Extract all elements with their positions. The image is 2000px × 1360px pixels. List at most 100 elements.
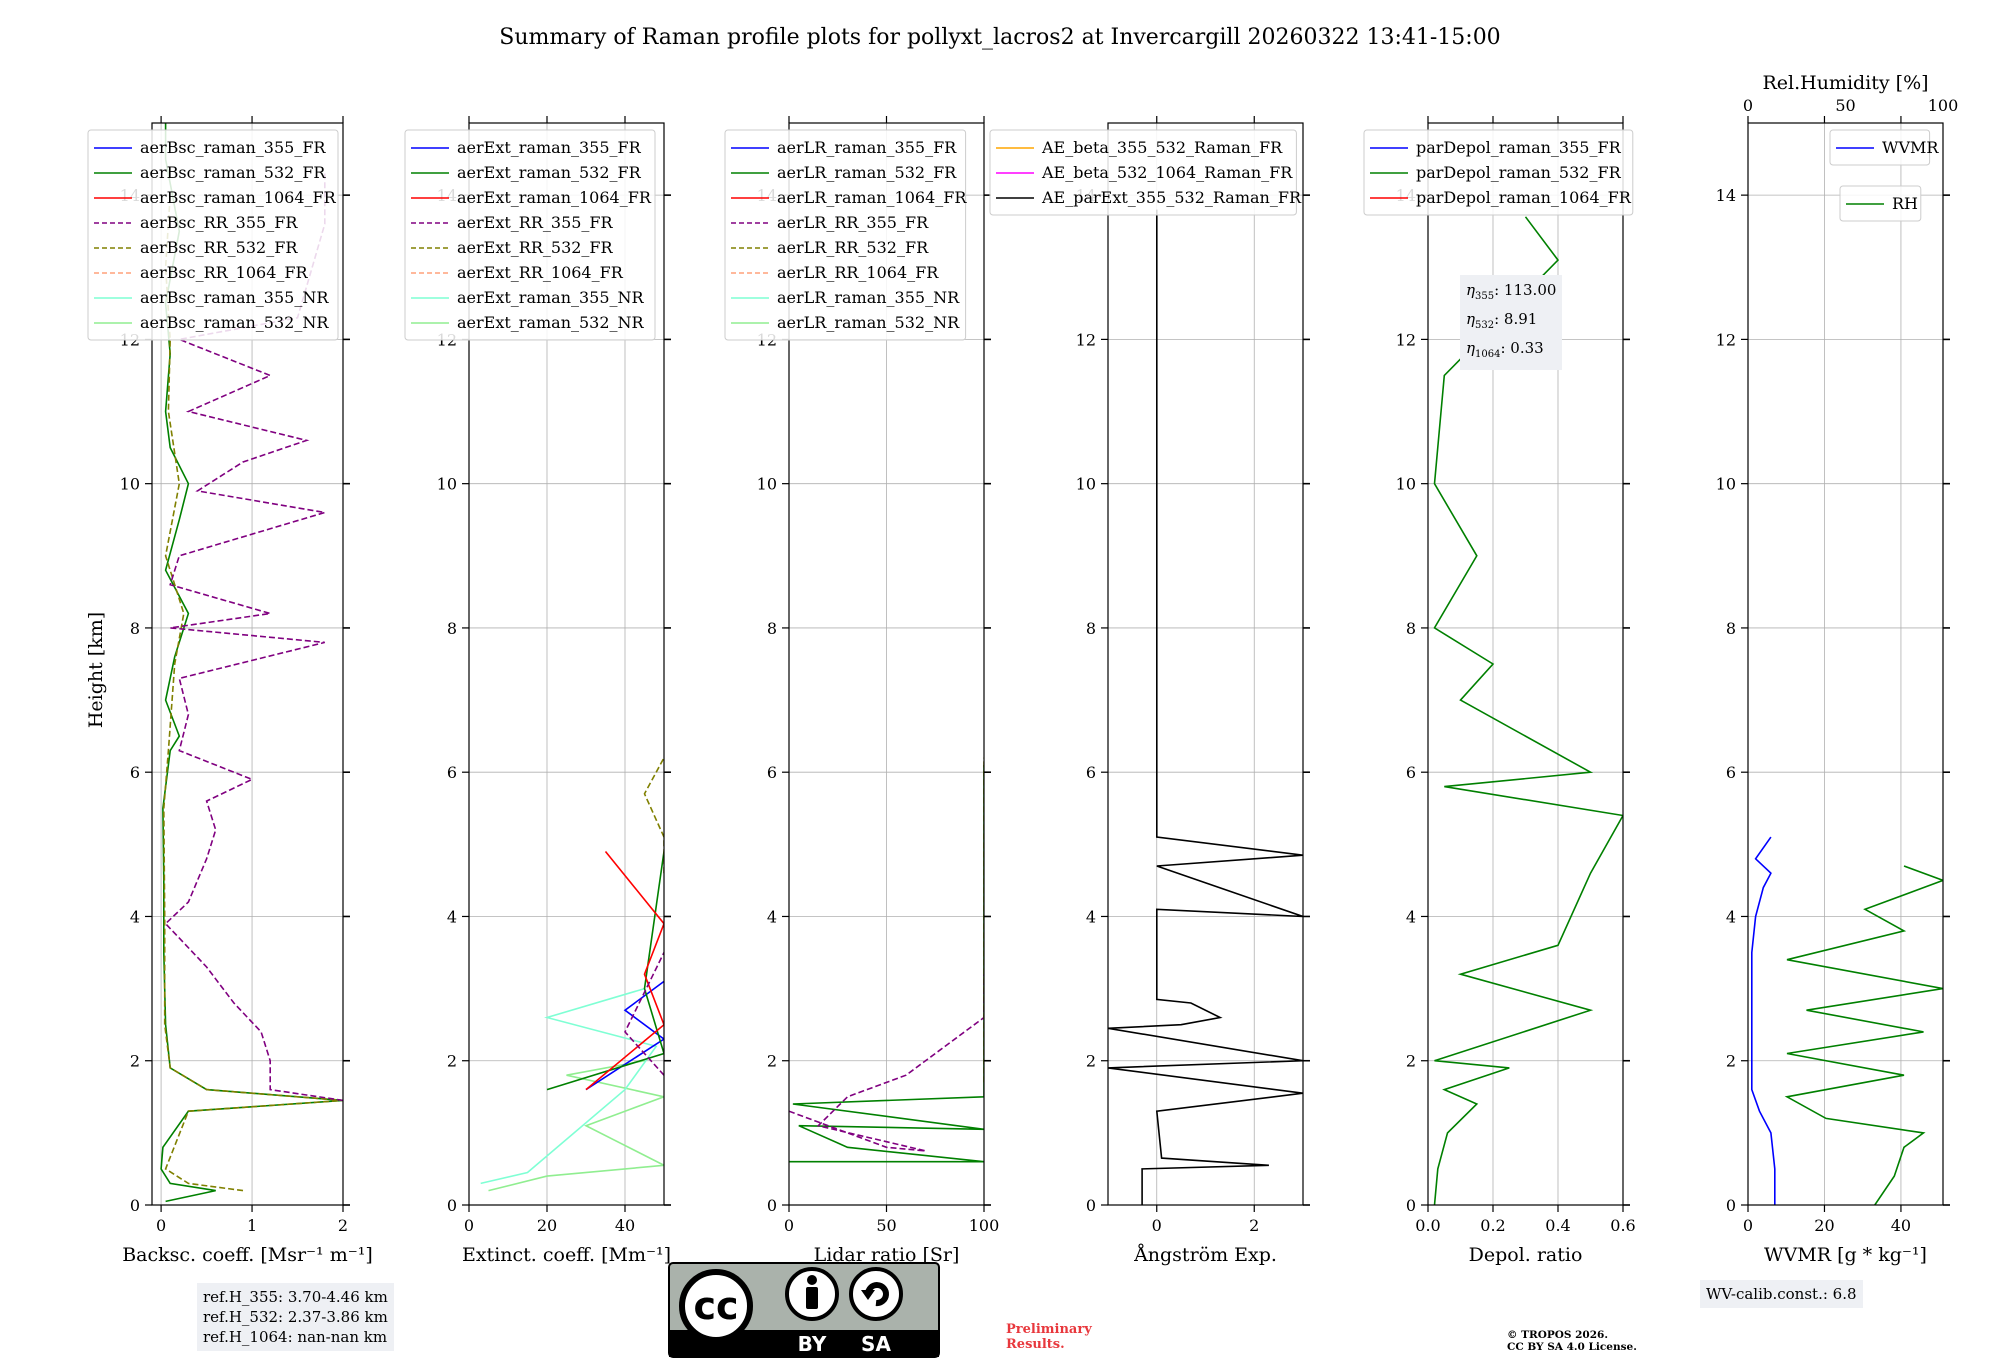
panel-frame [1107,122,1304,1206]
series-line-aerExt_RR_355_FR [624,952,664,1076]
y-tick-label: 4 [1406,907,1416,926]
extinction-legend-label: aerExt_RR_1064_FR [457,263,624,282]
depolarization-legend-label: parDepol_raman_355_FR [1416,138,1622,157]
y-tick-label: 4 [1726,907,1736,926]
lidar-ratio-legend-label: aerLR_RR_355_FR [777,213,929,232]
extinction-legend-label: aerExt_raman_1064_FR [457,188,652,207]
y-tick-label: 6 [130,763,140,782]
x-tick-label: 2 [338,1216,348,1235]
x-tick-label: 40 [1891,1216,1911,1235]
y-axis-label: Height [km] [85,612,107,728]
sa-share-alike-icon [849,1267,903,1321]
depolarization-legend-label: parDepol_raman_1064_FR [1416,188,1632,207]
x-tick-label: 0.4 [1545,1216,1570,1235]
backscatter-legend-label: aerBsc_RR_1064_FR [140,263,309,282]
y-tick-label: 0 [767,1196,777,1215]
y-tick-label: 10 [757,475,777,494]
y-tick-label: 0 [1086,1196,1096,1215]
wvmr-legend-box [1829,129,1931,166]
y-tick-label: 8 [1086,619,1096,638]
y-tick-label: 4 [130,907,140,926]
y-tick-label: 2 [1086,1052,1096,1071]
y-tick-label: 8 [447,619,457,638]
y-tick-label: 6 [1406,763,1416,782]
x-tick-label: 20 [537,1216,557,1235]
x-tick-label: 0.6 [1610,1216,1635,1235]
x-axis-label: WVMR [g * kg⁻¹] [1764,1244,1927,1266]
series-line-aerLR_RR_355_FR [789,974,984,1152]
top-tick-label: 100 [1928,96,1959,115]
lidar-ratio-legend-label: aerLR_raman_1064_FR [777,188,967,207]
backscatter-legend-box [87,129,339,341]
x-tick-label: 0.0 [1415,1216,1440,1235]
extinction-legend-label: aerExt_raman_532_FR [457,163,642,182]
angstrom-legend-label: AE_parExt_355_532_Raman_FR [1041,188,1302,207]
series-line-aerBsc_RR_355_FR [164,173,343,1102]
figure-title: Summary of Raman profile plots for polly… [499,25,1500,50]
x-tick-label: 0 [464,1216,474,1235]
extinction-legend-label: aerExt_RR_355_FR [457,213,614,232]
backscatter-legend-label: aerBsc_raman_355_FR [140,138,326,157]
top-axis-label: Rel.Humidity [%] [1762,72,1928,94]
y-tick-label: 2 [767,1052,777,1071]
backscatter-legend-label: aerBsc_RR_355_FR [140,213,298,232]
panel-lidar-ratio: 02468101214050100Lidar ratio [Sr]aerLR_r… [724,116,999,1266]
top-tick-label: 50 [1835,96,1855,115]
y-tick-label: 8 [130,619,140,638]
series-line-RH [1784,865,1943,1205]
y-tick-label: 12 [1076,330,1096,349]
x-tick-label: 0 [1743,1216,1753,1235]
top-tick-label: 0 [1743,96,1753,115]
x-tick-label: 20 [1814,1216,1834,1235]
extinction-legend-label: aerExt_RR_532_FR [457,238,614,257]
by-person-body [806,1287,818,1309]
y-tick-label: 2 [1726,1052,1736,1071]
panel-frame [788,122,985,1206]
y-tick-label: 6 [767,763,777,782]
backscatter-legend-label: aerBsc_raman_355_NR [140,288,329,307]
extinction-legend-label: aerExt_raman_355_FR [457,138,642,157]
x-tick-label: 2 [1249,1216,1259,1235]
y-tick-label: 12 [1396,330,1416,349]
eta-355: η355: 113.00 [1466,281,1557,302]
series-line-aerExt_raman_532_FR [546,851,664,1091]
y-tick-label: 4 [767,907,777,926]
x-axis-label: Ångström Exp. [1133,1244,1277,1266]
backscatter-legend-label: aerBsc_raman_532_FR [140,163,326,182]
cc-circle-icon [679,1269,753,1343]
cc-by-label: BY [798,1332,827,1356]
angstrom-legend-box [989,129,1297,216]
y-tick-label: 10 [1076,475,1096,494]
wvmr-legend-label: WVMR [1882,138,1939,157]
series-line-aerLR_raman_532_FR [789,765,984,1163]
x-axis-label: Backsc. coeff. [Msr⁻¹ m⁻¹] [122,1244,373,1266]
copyright-note: © TROPOS 2026. CC BY SA 4.0 License. [1507,1329,1637,1353]
backscatter-legend-label: aerBsc_RR_532_FR [140,238,298,257]
y-tick-label: 12 [1716,330,1736,349]
sa-arrow-icon [865,1282,889,1307]
y-tick-label: 6 [447,763,457,782]
angstrom-legend-label: AE_beta_532_1064_Raman_FR [1041,163,1293,182]
wvmr-rh-legend-label: RH [1892,194,1918,213]
lidar-ratio-legend-label: aerLR_raman_355_FR [777,138,957,157]
wv-calib-note: WV-calib.const.: 6.8 [1700,1280,1863,1308]
y-tick-label: 0 [1726,1196,1736,1215]
extinction-legend-label: aerExt_raman_355_NR [457,288,645,307]
lidar-ratio-legend-label: aerLR_RR_1064_FR [777,263,939,282]
y-tick-label: 4 [447,907,457,926]
x-tick-label: 0 [156,1216,166,1235]
series-line-WVMR [1751,836,1776,1205]
y-tick-label: 8 [1406,619,1416,638]
series-line-aerExt_raman_355_NR [480,987,658,1185]
x-tick-label: 0.2 [1480,1216,1505,1235]
x-tick-label: 1 [247,1216,257,1235]
ref-h-1064: ref.H_1064: nan-nan km [203,1328,388,1346]
panel-backscatter: 02468101214012Backsc. coeff. [Msr⁻¹ m⁻¹]… [87,116,373,1266]
panel-frame [151,122,344,1206]
preliminary-note: Preliminary Results. [1006,1322,1092,1352]
panel-angstrom: 0246810121402Ångström Exp.AE_beta_355_53… [989,116,1310,1266]
ref-h-532: ref.H_532: 2.37-3.86 km [203,1308,388,1326]
panel-frame [1427,122,1624,1206]
extinction-legend-label: aerExt_raman_532_NR [457,313,645,332]
